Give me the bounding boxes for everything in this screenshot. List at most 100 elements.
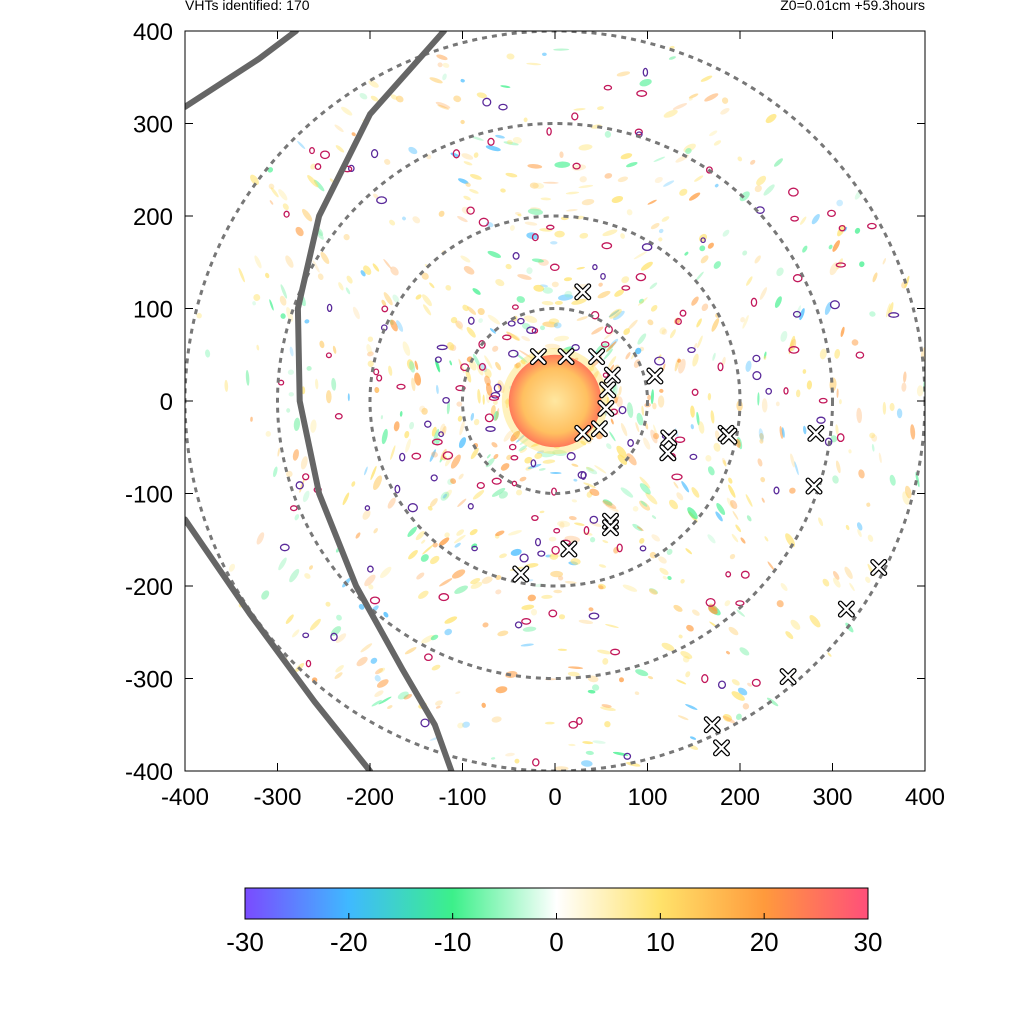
field-blob <box>473 152 479 158</box>
x-tick-label: 100 <box>627 784 667 811</box>
field-blob <box>461 206 471 215</box>
field-blob <box>453 534 466 544</box>
field-blob <box>641 405 645 416</box>
field-blob <box>695 271 704 282</box>
field-blob <box>517 213 522 217</box>
field-blob <box>437 104 450 110</box>
field-blob <box>732 510 739 520</box>
field-blob <box>647 676 654 680</box>
vorticity-contour <box>572 162 581 170</box>
field-blob <box>635 422 640 433</box>
field-blob <box>416 572 425 580</box>
field-blob <box>680 651 693 659</box>
field-blob <box>729 553 736 560</box>
vorticity-contour <box>588 612 600 620</box>
field-blob <box>431 664 441 671</box>
field-blob <box>374 690 384 698</box>
vorticity-contour <box>376 374 383 382</box>
field-blob <box>491 716 502 723</box>
vorticity-contour <box>551 545 560 555</box>
field-blob <box>542 287 553 294</box>
field-blob <box>381 299 387 307</box>
field-blob <box>387 497 396 509</box>
vorticity-contour <box>484 413 494 423</box>
field-blob <box>567 671 580 677</box>
vorticity-contour <box>592 264 598 271</box>
field-blob <box>721 457 727 465</box>
field-blob <box>285 614 294 624</box>
eye-layer <box>501 347 609 455</box>
field-blob <box>627 319 638 330</box>
range-ring <box>368 214 742 588</box>
field-blob <box>654 176 663 184</box>
x-tick-label: 400 <box>905 784 945 811</box>
field-blob <box>591 326 604 335</box>
field-blob <box>818 517 824 527</box>
field-blob <box>754 255 761 264</box>
field-blob <box>903 371 907 383</box>
y-tick-label: -100 <box>125 482 173 509</box>
field-blob <box>429 449 436 462</box>
field-blob <box>692 353 699 367</box>
field-blob <box>396 320 404 332</box>
field-blob <box>515 433 527 443</box>
field-blob <box>658 237 663 242</box>
field-blob <box>378 667 386 673</box>
vht-marker <box>660 429 678 447</box>
field-blob <box>514 758 520 764</box>
field-blob <box>832 571 840 580</box>
field-blob <box>411 377 416 392</box>
field-blob <box>730 499 738 510</box>
vorticity-contour <box>326 303 333 313</box>
field-blob <box>522 626 537 632</box>
field-blob <box>587 689 596 694</box>
field-blob <box>503 141 519 146</box>
field-blob <box>685 148 692 154</box>
field-blob <box>651 515 657 519</box>
vht-marker <box>512 565 530 583</box>
vht-marker <box>603 366 621 384</box>
field-blob <box>544 721 555 725</box>
field-blob <box>688 93 699 99</box>
field-blob <box>436 54 448 61</box>
field-blob <box>759 287 768 300</box>
field-blob <box>457 415 463 422</box>
field-blob <box>422 294 432 307</box>
vorticity-contour <box>364 505 371 511</box>
vorticity-contour <box>424 420 432 428</box>
y-tick-label: 0 <box>160 389 173 416</box>
field-blob <box>370 95 379 102</box>
vorticity-contour <box>621 285 631 291</box>
field-blob <box>859 261 865 268</box>
field-blob <box>709 130 718 137</box>
field-blob <box>383 611 389 618</box>
field-blob <box>659 567 669 576</box>
field-blob <box>553 48 570 51</box>
field-blob <box>436 384 439 395</box>
field-blob <box>423 304 432 316</box>
vorticity-contour <box>537 550 546 557</box>
field-blob <box>713 140 722 146</box>
field-blob <box>463 195 471 201</box>
field-blob <box>759 438 764 444</box>
field-blob <box>637 297 648 306</box>
field-blob <box>602 540 609 544</box>
field-blob <box>506 139 513 145</box>
field-blob <box>469 529 478 536</box>
vorticity-contour <box>519 553 529 563</box>
vorticity-contour <box>514 621 523 629</box>
field-blob <box>616 445 627 459</box>
field-blob <box>799 308 805 321</box>
field-blob <box>449 360 452 366</box>
field-blob <box>550 241 558 245</box>
field-blob <box>437 62 443 68</box>
vorticity-contour <box>577 471 587 479</box>
field-blob <box>607 356 617 368</box>
field-blob <box>669 499 678 510</box>
field-blob <box>472 288 481 295</box>
field-blob <box>658 556 667 564</box>
field-blob <box>334 672 343 679</box>
field-blob <box>444 616 458 624</box>
field-blob <box>312 260 320 273</box>
field-blob <box>688 192 701 201</box>
